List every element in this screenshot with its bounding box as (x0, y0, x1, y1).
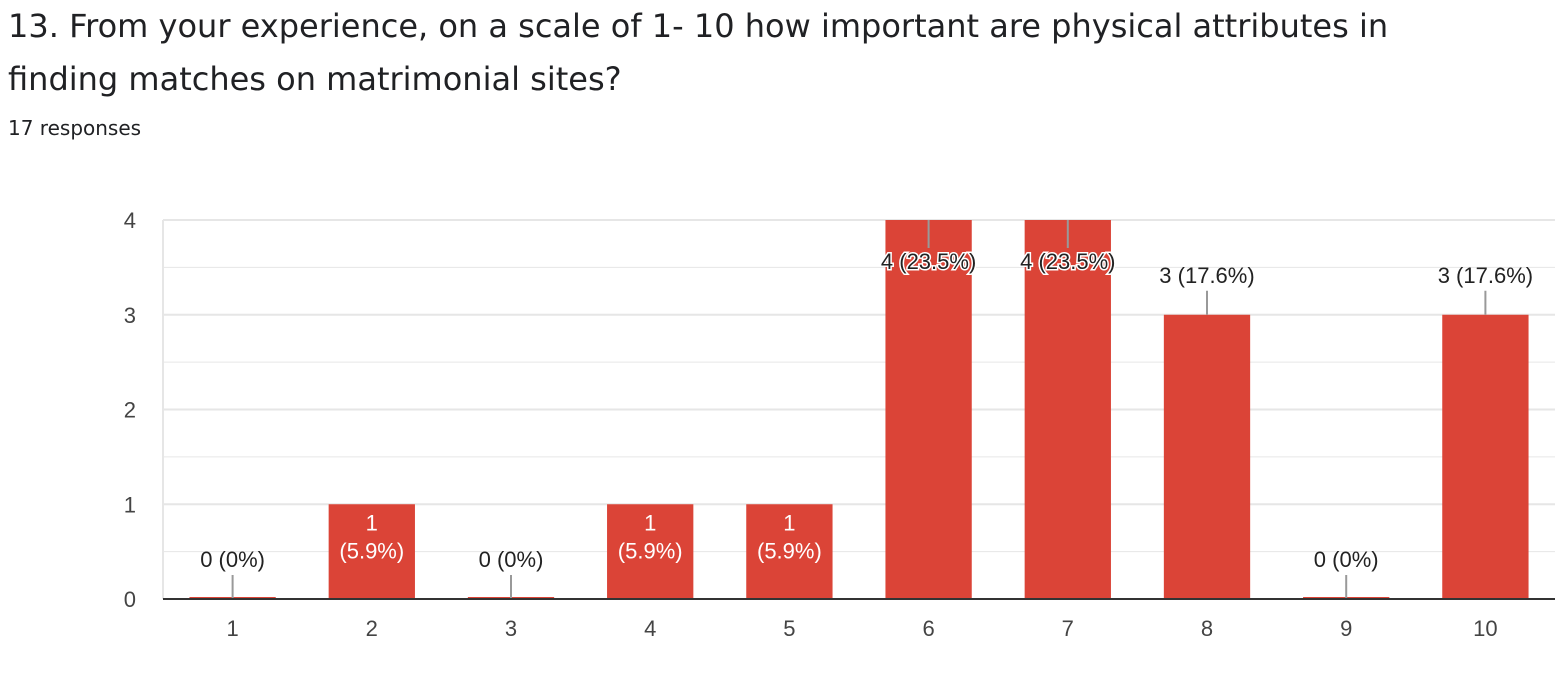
bar (328, 504, 415, 599)
x-tick-label: 3 (505, 616, 517, 641)
data-label: 3 (17.6%) (1438, 263, 1533, 288)
x-tick-label: 9 (1340, 616, 1352, 641)
x-tick-label: 1 (226, 616, 238, 641)
data-label: 1 (5.9%) (618, 510, 683, 563)
question-title: 13. From your experience, on a scale of … (8, 7, 1389, 98)
y-tick-label: 0 (124, 587, 136, 612)
data-label: 4 (23.5%) (1020, 249, 1115, 274)
data-label: 0 (0%) (479, 547, 544, 572)
y-tick-label: 2 (124, 398, 136, 423)
data-label: 0 (0%) (1314, 547, 1379, 572)
x-tick-label: 8 (1201, 616, 1213, 641)
x-tick-label: 2 (366, 616, 378, 641)
x-tick-label: 6 (922, 616, 934, 641)
bar (1442, 314, 1529, 599)
bar (1024, 220, 1111, 599)
bar (885, 220, 972, 599)
data-label: 1 (5.9%) (757, 510, 822, 563)
response-count: 17 responses (8, 116, 142, 140)
x-tick-label: 7 (1062, 616, 1074, 641)
data-label: 4 (23.5%) (881, 249, 976, 274)
data-label: 3 (17.6%) (1159, 263, 1254, 288)
bar (607, 504, 694, 599)
y-tick-label: 1 (124, 492, 136, 517)
y-tick-label: 3 (124, 303, 136, 328)
bar (746, 504, 833, 599)
bar (1163, 314, 1251, 599)
x-tick-label: 5 (783, 616, 795, 641)
x-tick-label: 10 (1473, 616, 1497, 641)
data-label: 0 (0%) (200, 547, 265, 572)
data-label: 1 (5.9%) (339, 510, 404, 563)
x-tick-label: 4 (644, 616, 656, 641)
y-tick-label: 4 (124, 208, 136, 233)
